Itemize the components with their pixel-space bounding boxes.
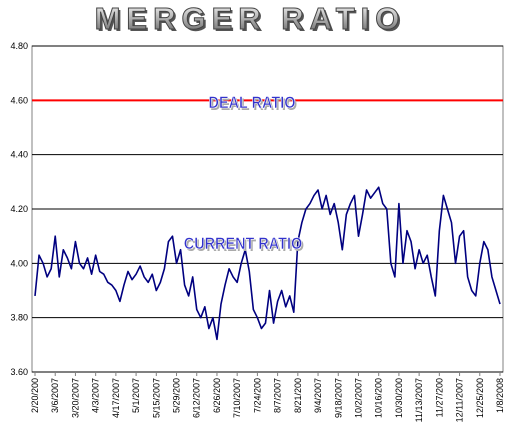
y-tick-label: 4.80: [10, 41, 28, 51]
y-tick-label: 4.20: [10, 204, 28, 214]
x-tick-label: 4/3/2007: [91, 378, 101, 413]
x-tick-label: 2/20/200: [30, 378, 40, 413]
data-line: [34, 186, 501, 341]
x-tick-label: 9/18/2007: [333, 378, 343, 418]
x-tick-label: 9/4/2007: [313, 378, 323, 413]
x-tick-label: 12/25/200: [475, 378, 485, 418]
x-tick-label: 5/29/200: [172, 378, 182, 413]
chart-title-shadow: MERGER RATIO: [97, 3, 408, 38]
x-tick-label: 7/24/200: [252, 378, 262, 413]
reference-label: DEAL RATIO: [209, 94, 296, 112]
x-tick-label: 6/26/200: [212, 378, 222, 413]
x-tick-label: 3/6/2007: [50, 378, 60, 413]
x-tick-label: 10/2/2007: [353, 378, 363, 418]
x-tick-label: 3/20/2007: [70, 378, 80, 418]
reference-label-shadow: DEAL RATIO: [210, 96, 297, 114]
x-tick-label: 6/12/2007: [192, 378, 202, 418]
x-tick-label: 11/27/200: [434, 378, 444, 417]
x-tick-label: 10/30/200: [394, 378, 404, 418]
x-tick-label: 12/11/2007: [455, 378, 465, 422]
series-label: CURRENT RATIO: [184, 235, 302, 253]
y-tick-label: 4.40: [10, 150, 28, 160]
x-tick-label: 8/21/200: [293, 378, 303, 413]
y-tick-label: 3.60: [10, 367, 28, 377]
x-tick-label: 8/7/2007: [273, 378, 283, 413]
chart-title: MERGER RATIO: [95, 1, 406, 36]
x-tick-label: 10/16/200: [374, 378, 384, 418]
y-tick-label: 4.60: [10, 95, 28, 105]
x-tick-label: 5/15/2007: [151, 378, 161, 418]
x-tick-label: 1/8/2008: [495, 378, 505, 413]
series-label-shadow: CURRENT RATIO: [185, 237, 303, 255]
x-tick-label: 11/13/2007: [414, 378, 424, 422]
x-tick-label: 5/1/2007: [131, 378, 141, 413]
x-tick-label: 7/10/2007: [232, 378, 242, 418]
y-tick-label: 4.00: [10, 258, 28, 268]
y-tick-label: 3.80: [10, 313, 28, 323]
x-tick-label: 4/17/2007: [111, 378, 121, 418]
